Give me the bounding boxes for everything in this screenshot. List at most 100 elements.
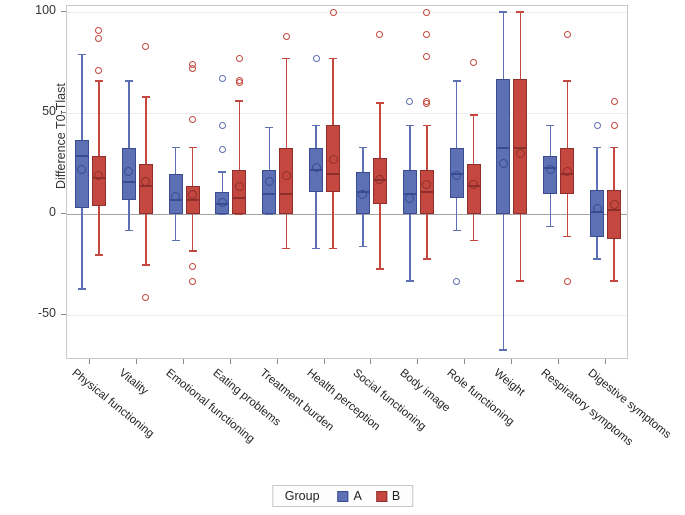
- whisker-cap-top: [312, 124, 321, 127]
- whisker-cap-top: [358, 146, 367, 149]
- x-tick-mark: [464, 359, 466, 364]
- group-a-swatch: [337, 490, 349, 502]
- mean-marker: [217, 197, 227, 207]
- x-tick-mark: [417, 359, 419, 364]
- whisker-cap-bottom: [593, 258, 602, 260]
- mean-marker: [94, 171, 104, 181]
- x-tick-mark: [229, 359, 231, 364]
- x-tick-mark: [136, 359, 138, 364]
- whisker-cap-bottom: [171, 239, 180, 242]
- whisker-cap-bottom: [94, 254, 103, 256]
- outlier-point: [406, 97, 414, 105]
- mean-marker: [264, 177, 274, 187]
- outlier-point: [189, 277, 197, 285]
- whisker-cap-top: [141, 96, 150, 98]
- legend: Group A B: [271, 485, 414, 507]
- x-axis-label: Physical functioning: [69, 367, 157, 441]
- median-line: [513, 146, 528, 149]
- outlier-point: [142, 293, 150, 301]
- box-A: [402, 169, 417, 215]
- whisker-cap-top: [188, 146, 197, 149]
- whisker-cap-top: [499, 11, 508, 13]
- box-B: [279, 147, 294, 215]
- whisker-cap-top: [422, 124, 431, 127]
- mean-marker: [592, 203, 602, 213]
- whisker-cap-top: [563, 80, 572, 82]
- median-line: [262, 193, 277, 196]
- whisker-cap-top: [452, 80, 461, 82]
- whisker-cap-bottom: [422, 258, 431, 260]
- legend-items: A B: [337, 489, 401, 503]
- mean-marker: [281, 171, 291, 181]
- mean-marker: [358, 189, 368, 199]
- median-line: [232, 197, 247, 200]
- y-tick-label: -50: [37, 306, 56, 321]
- box-B: [607, 190, 622, 239]
- y-tick-label: 100: [35, 3, 56, 18]
- whisker-cap-bottom: [499, 349, 508, 351]
- mean-marker: [562, 167, 572, 177]
- gridline: [67, 11, 627, 13]
- outlier-point: [218, 121, 226, 129]
- whisker-cap-top: [405, 124, 414, 127]
- mean-marker: [375, 175, 385, 185]
- whisker-cap-top: [610, 146, 619, 149]
- legend-item-group-b: B: [375, 489, 401, 503]
- whisker-cap-bottom: [610, 280, 619, 282]
- mean-marker: [545, 165, 555, 175]
- whisker-cap-top: [171, 146, 180, 149]
- whisker-cap-top: [77, 53, 86, 56]
- whisker-cap-top: [593, 146, 602, 149]
- whisker-cap-bottom: [329, 247, 338, 250]
- group-b-label: B: [391, 489, 401, 503]
- outlier-point: [593, 121, 601, 129]
- mean-marker: [124, 167, 134, 177]
- whisker-cap-bottom: [375, 268, 384, 270]
- outlier-point: [329, 8, 337, 16]
- outlier-point: [95, 26, 103, 34]
- x-tick-mark: [510, 359, 512, 364]
- gridline: [67, 112, 627, 114]
- outlier-point: [189, 263, 197, 271]
- outlier-point: [189, 115, 197, 123]
- y-tick-label: 50: [42, 104, 56, 119]
- mean-marker: [171, 191, 181, 201]
- whisker-cap-top: [235, 100, 244, 102]
- legend-title: Group: [284, 489, 320, 503]
- whisker-cap-top: [124, 80, 133, 82]
- box-B: [91, 155, 106, 207]
- whisker-cap-bottom: [358, 245, 367, 248]
- whisker-cap-bottom: [452, 229, 461, 232]
- median-line: [326, 172, 341, 175]
- median-line: [607, 209, 622, 212]
- mean-marker: [141, 177, 151, 187]
- x-axis-label: Weight: [491, 367, 527, 399]
- whisker-cap-top: [375, 102, 384, 104]
- x-tick-mark: [183, 359, 185, 364]
- x-axis-label: Vitality: [116, 367, 151, 398]
- whisker-cap-bottom: [235, 213, 244, 216]
- outlier-point: [423, 8, 431, 16]
- whisker-cap-top: [218, 171, 227, 173]
- median-line: [279, 193, 294, 196]
- mean-marker: [328, 155, 338, 165]
- x-tick-mark: [89, 359, 91, 364]
- mean-marker: [311, 163, 321, 173]
- whisker-cap-top: [94, 80, 103, 82]
- box-B: [513, 78, 528, 215]
- group-a-label: A: [353, 489, 362, 503]
- outlier-point: [282, 32, 290, 40]
- outlier-point: [423, 99, 431, 107]
- whisker-cap-bottom: [124, 229, 133, 232]
- x-tick-mark: [557, 359, 559, 364]
- outlier-point: [95, 34, 103, 42]
- whisker-cap-top: [546, 124, 555, 127]
- legend-item-group-a: A: [337, 489, 362, 503]
- box-B: [232, 169, 247, 215]
- x-tick-mark: [276, 359, 278, 364]
- box-B: [466, 163, 481, 215]
- outlier-point: [470, 59, 478, 67]
- outlier-point: [610, 97, 618, 105]
- box-A: [496, 78, 511, 215]
